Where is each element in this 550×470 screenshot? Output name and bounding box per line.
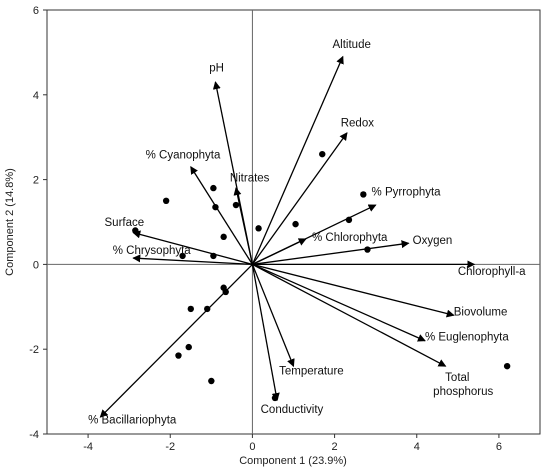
loading-label-oxygen: Oxygen (413, 235, 453, 247)
x-tick-label: -4 (83, 441, 93, 453)
score-point (208, 377, 215, 385)
loading-label-nitrates: Nitrates (230, 173, 270, 185)
x-tick-label: -2 (165, 441, 175, 453)
loading-arrow-pct-bacillariophyta (99, 263, 253, 418)
y-tick-label: 0 (33, 259, 39, 271)
loading-arrow-altitude (251, 55, 344, 265)
loading-arrows (99, 55, 476, 418)
score-points (132, 150, 511, 402)
y-tick-label: 4 (33, 90, 39, 102)
score-point (319, 150, 326, 158)
loading-arrow-pct-cyanophyta (190, 166, 253, 265)
y-tick-label: 2 (33, 175, 39, 187)
loading-arrow-redox (251, 132, 348, 265)
loading-arrow-biovolume (252, 263, 455, 318)
loading-label-pct-cyanophyta: % Cyanophyta (146, 149, 221, 161)
score-point (232, 201, 240, 209)
score-point (255, 225, 262, 232)
loading-label-ph: pH (209, 62, 224, 74)
loading-label-total-phosphorus: Total phosphorus (433, 372, 493, 398)
x-axis-ticks: -4 -2 0 2 4 6 (83, 434, 502, 453)
score-point (220, 233, 227, 241)
loading-arrow-nitrates (233, 187, 254, 265)
score-point (185, 343, 192, 351)
loading-label-pct-chrysophyta: % Chrysophyta (113, 245, 192, 257)
x-tick-label: 0 (249, 441, 255, 453)
y-axis-ticks: -4 -2 0 2 4 6 (29, 5, 47, 441)
score-point (503, 362, 511, 370)
y-axis-title: Component 2 (14.8%) (4, 168, 16, 276)
loading-arrow-total-phosphorus (252, 263, 447, 367)
loading-arrow-oxygen (252, 240, 410, 266)
loading-label-biovolume: Biovolume (454, 306, 508, 318)
loading-label-conductivity: Conductivity (261, 404, 324, 416)
loading-labels: Altitude pH Redox % Cyanophyta Nitrates % Pyr… (88, 39, 526, 426)
loading-label-pct-pyrrophyta: % Pyrrophyta (372, 187, 442, 199)
loading-label-pct-euglenophyta: % Euglenophyta (425, 332, 509, 344)
loading-label-temperature: Temperature (279, 366, 344, 378)
loading-label-pct-bacillariophyta: % Bacillariophyta (88, 414, 177, 426)
y-tick-label: -4 (29, 429, 39, 441)
x-tick-label: 6 (496, 441, 502, 453)
score-point (162, 197, 170, 204)
score-point (179, 252, 186, 260)
loading-label-pct-chlorophyta: % Chlorophyta (312, 232, 388, 244)
score-point (210, 184, 217, 192)
score-point (292, 220, 299, 228)
loading-arrow-surface (132, 230, 253, 266)
loading-arrow-pct-euglenophyta (252, 263, 426, 342)
loading-arrow-pct-chlorophyta (252, 238, 307, 265)
loading-arrow-pct-chrysophyta (132, 254, 253, 266)
y-tick-label: -2 (29, 344, 39, 356)
score-point (175, 352, 182, 359)
loading-label-chlorophyll-a: Chlorophyll-a (458, 266, 526, 278)
x-tick-label: 4 (414, 441, 420, 453)
loading-label-redox: Redox (341, 118, 374, 130)
score-point (360, 191, 367, 198)
loading-label-surface: Surface (105, 217, 145, 229)
plot-frame (46, 9, 541, 435)
x-tick-label: 2 (332, 441, 338, 453)
loading-label-altitude: Altitude (333, 39, 371, 51)
score-point (187, 305, 194, 313)
loading-arrow-conductivity (251, 264, 280, 402)
loading-arrow-temperature (251, 264, 295, 368)
x-axis-title: Component 1 (23.9%) (239, 455, 347, 467)
y-tick-label: 6 (33, 5, 39, 17)
